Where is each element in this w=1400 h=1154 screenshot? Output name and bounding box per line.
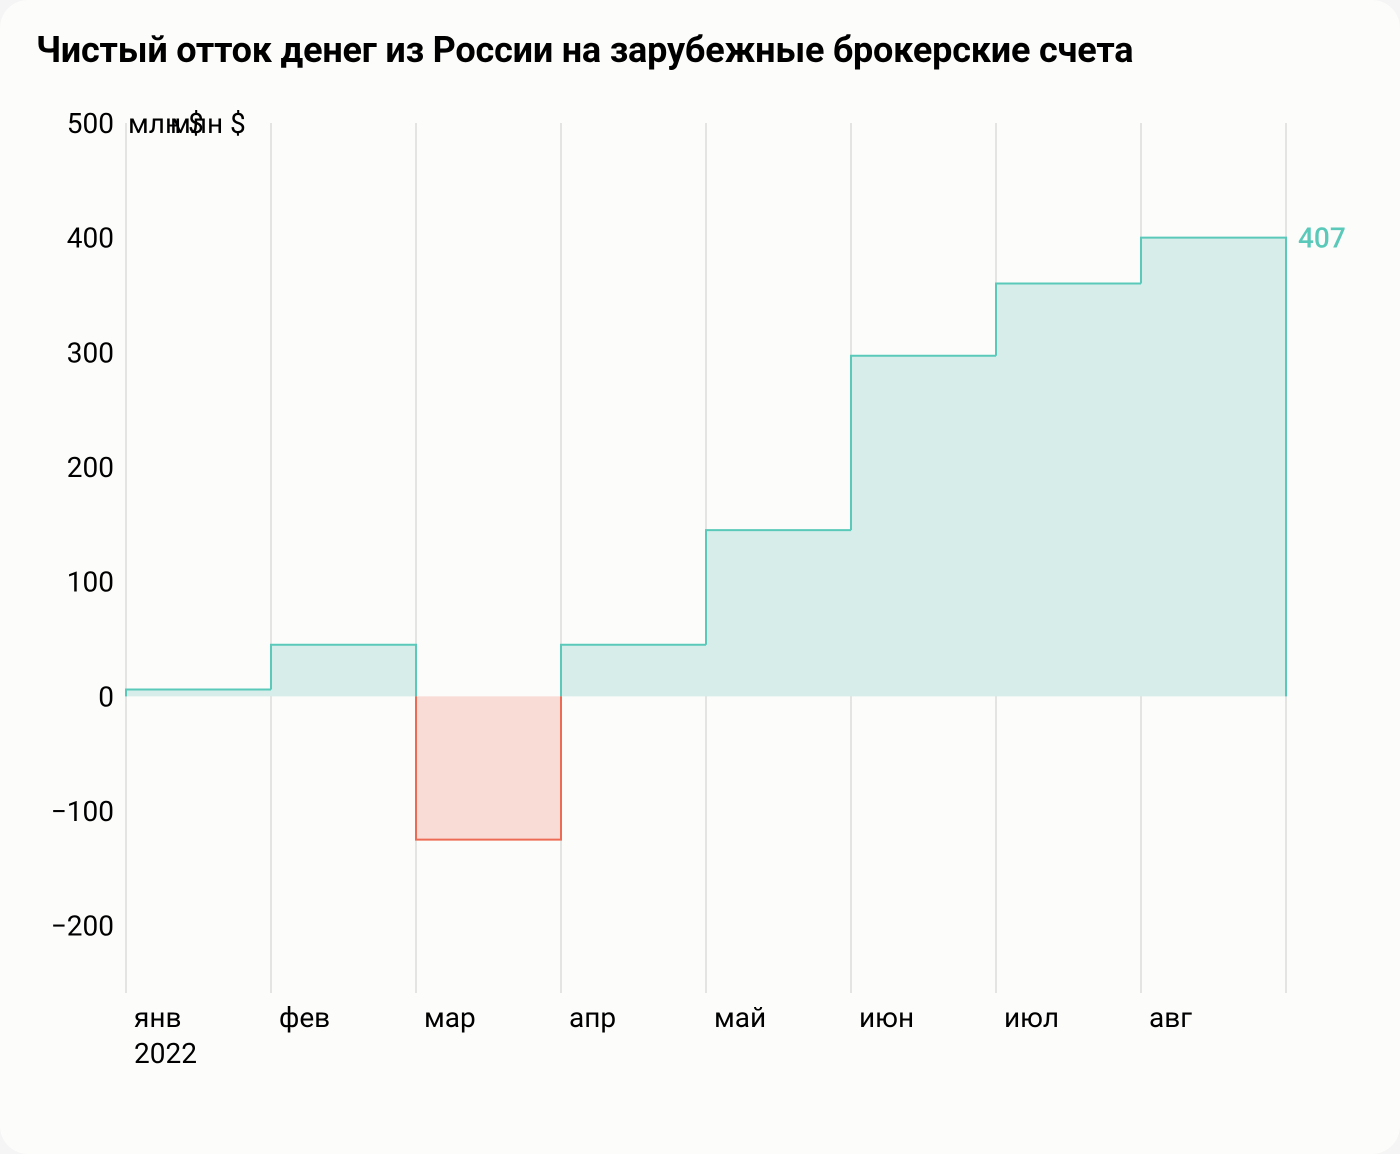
chart-title: Чистый отток денег из России на зарубежн… bbox=[36, 28, 1364, 73]
svg-text:фев: фев bbox=[279, 1001, 330, 1034]
svg-text:май: май bbox=[714, 1001, 766, 1034]
svg-text:300: 300 bbox=[67, 336, 114, 369]
svg-text:июл: июл bbox=[1004, 1001, 1059, 1034]
svg-text:500: 500 bbox=[67, 107, 114, 140]
svg-text:мар: мар bbox=[424, 1001, 476, 1034]
svg-text:янв: янв bbox=[134, 1001, 182, 1034]
svg-text:авг: авг bbox=[1149, 1001, 1192, 1034]
svg-text:200: 200 bbox=[67, 451, 114, 484]
svg-text:апр: апр bbox=[569, 1001, 616, 1034]
svg-text:407: 407 bbox=[1298, 222, 1346, 255]
svg-text:−200: −200 bbox=[51, 910, 114, 943]
chart-card: Чистый отток денег из России на зарубежн… bbox=[0, 0, 1400, 1154]
svg-text:−100: −100 bbox=[51, 795, 114, 828]
svg-text:0: 0 bbox=[98, 680, 114, 713]
svg-text:100: 100 bbox=[67, 566, 114, 599]
step-bar-chart: −200−1000100200300400500млн $млн $янвфев… bbox=[36, 93, 1364, 1093]
svg-text:2022: 2022 bbox=[134, 1037, 197, 1070]
svg-text:июн: июн bbox=[859, 1001, 914, 1034]
svg-text:млн $: млн $ bbox=[128, 107, 204, 140]
svg-text:400: 400 bbox=[67, 222, 114, 255]
chart-area: −200−1000100200300400500млн $млн $янвфев… bbox=[36, 93, 1364, 1093]
